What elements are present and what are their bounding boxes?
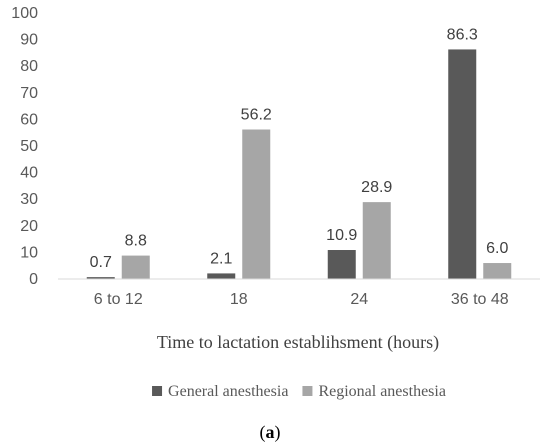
data-label: 28.9: [361, 179, 392, 196]
x-tick-label: 6 to 12: [94, 291, 143, 308]
panel-label: (a): [260, 422, 281, 443]
y-tick-label: 40: [20, 165, 38, 182]
y-tick-label: 20: [20, 218, 38, 235]
legend-swatch: [152, 386, 163, 396]
y-tick-label: 60: [20, 111, 38, 128]
x-tick-label: 24: [350, 291, 368, 308]
legend-swatch: [302, 386, 313, 396]
bar-regional-anesthesia: [242, 129, 271, 279]
y-tick-label: 50: [20, 138, 38, 155]
bar-general-anesthesia: [86, 277, 115, 279]
panel-label-close: ): [275, 422, 281, 443]
y-tick-label: 0: [29, 271, 38, 288]
data-label: 56.2: [241, 107, 272, 124]
y-tick-label: 80: [20, 58, 38, 75]
y-tick-label: 100: [11, 5, 38, 22]
legend-label: Regional anesthesia: [318, 383, 446, 400]
x-tick-label: 36 to 48: [451, 291, 509, 308]
bar-general-anesthesia: [207, 273, 236, 279]
panel-label-open: (: [260, 422, 266, 443]
bar-general-anesthesia: [448, 49, 477, 279]
x-tick-label: 18: [230, 291, 248, 308]
y-tick-label: 90: [20, 32, 38, 49]
legend: General anesthesia Regional anesthesia: [152, 383, 446, 400]
bar-general-anesthesia: [327, 250, 356, 279]
data-label: 86.3: [447, 26, 478, 43]
bar-regional-anesthesia: [362, 202, 391, 279]
data-label: 8.8: [125, 233, 147, 250]
y-tick-label: 70: [20, 85, 38, 102]
y-tick-label: 10: [20, 244, 38, 261]
data-label: 6.0: [486, 240, 508, 257]
x-axis-title: Time to lactation establihsment (hours): [157, 332, 439, 353]
y-tick-label: 30: [20, 191, 38, 208]
legend-item: Regional anesthesia: [302, 383, 446, 400]
data-label: 10.9: [326, 227, 357, 244]
data-label: 0.7: [90, 254, 112, 271]
panel-label-letter: a: [266, 422, 275, 442]
y-axis: 0 10 20 30 40 50 60 70 80 90 100: [11, 5, 38, 288]
legend-label: General anesthesia: [168, 383, 288, 400]
x-axis: 6 to 12 18 24 36 to 48: [94, 291, 509, 308]
bars: 0.7 8.8 2.1 56.2 10.9 28.9 86.3 6.0: [86, 26, 512, 279]
bar-regional-anesthesia: [121, 255, 150, 279]
data-label: 2.1: [210, 250, 232, 267]
bar-regional-anesthesia: [483, 263, 512, 279]
legend-item: General anesthesia: [152, 383, 288, 400]
